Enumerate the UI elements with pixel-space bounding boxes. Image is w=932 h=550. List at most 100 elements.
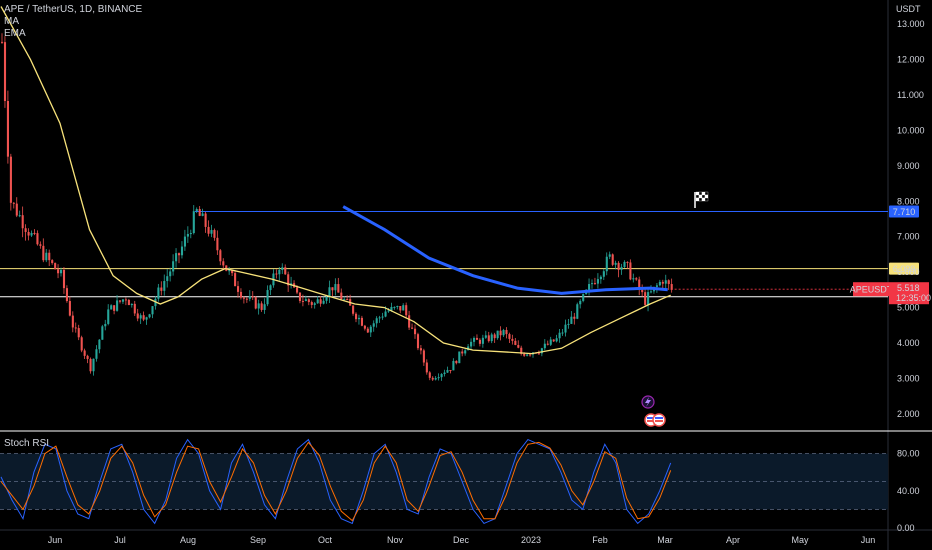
- candle-body: [142, 315, 145, 320]
- candle-body: [337, 284, 340, 293]
- candle-body: [458, 351, 461, 364]
- candle: [189, 229, 192, 239]
- candle-body: [124, 299, 127, 301]
- candle-body: [57, 269, 60, 274]
- candle-body: [101, 326, 104, 340]
- candle: [461, 348, 464, 357]
- candle: [210, 224, 213, 238]
- candle: [484, 330, 487, 339]
- candle: [130, 303, 133, 308]
- lightning-icon: [645, 397, 651, 407]
- candle-body: [33, 232, 36, 234]
- candle: [30, 230, 33, 238]
- candle-body: [172, 261, 175, 272]
- stoch-rsi-title[interactable]: Stoch RSI: [4, 438, 50, 449]
- axis-unit: USDT: [896, 4, 921, 14]
- level-tag-label: 7.710: [893, 207, 916, 217]
- price-axis[interactable]: USDT13.00012.00011.00010.0009.0008.0007.…: [896, 4, 925, 533]
- candle: [352, 304, 355, 316]
- candle-body: [298, 292, 302, 301]
- candle: [278, 267, 281, 281]
- candle-body: [366, 328, 369, 333]
- candle: [664, 274, 667, 289]
- candle-body: [558, 332, 561, 339]
- candle: [9, 153, 12, 211]
- candle-body: [204, 213, 207, 227]
- candle-body: [357, 317, 361, 320]
- candle-body: [352, 305, 355, 314]
- candle: [83, 348, 86, 359]
- candle: [157, 283, 160, 302]
- candle-body: [355, 313, 358, 320]
- level-tag: [889, 262, 919, 275]
- candle: [107, 304, 110, 326]
- candle: [121, 299, 125, 305]
- symbol-tag: [853, 282, 889, 297]
- symbol-title[interactable]: APE / TetherUS, 1D, BINANCE: [4, 4, 143, 15]
- candle: [145, 316, 148, 325]
- candle: [237, 281, 240, 298]
- candle: [313, 301, 316, 309]
- candle: [632, 273, 635, 283]
- candle-body: [198, 209, 201, 216]
- candle-body: [219, 250, 222, 262]
- candle: [396, 305, 399, 310]
- candle: [360, 315, 363, 327]
- candle-body: [617, 262, 620, 270]
- symbol-legend: APE / TetherUS, 1D, BINANCE MA EMA: [4, 4, 142, 40]
- candle: [304, 295, 307, 302]
- time-tick-label: Aug: [180, 535, 196, 545]
- candle: [440, 373, 443, 381]
- candle-body: [478, 339, 481, 344]
- candle-body: [216, 237, 219, 251]
- candle-body: [611, 254, 614, 265]
- candle-body: [372, 323, 375, 327]
- candle: [207, 220, 210, 237]
- candle-body: [638, 279, 641, 290]
- candle-body: [65, 288, 68, 302]
- candle-body: [39, 244, 42, 246]
- candle-body: [110, 305, 113, 310]
- candle: [458, 351, 461, 364]
- candle: [213, 228, 216, 241]
- time-axis[interactable]: Jun Jul Aug Sep Oct Nov Dec 2023 Feb Mar Apr May Jun: [48, 535, 876, 545]
- candle-body: [422, 350, 425, 363]
- time-tick-label: Oct: [318, 535, 333, 545]
- checkered-flag-icon: [695, 191, 700, 196]
- candle-body: [316, 299, 319, 304]
- candle: [60, 267, 63, 277]
- candle: [119, 300, 122, 304]
- candle: [325, 294, 328, 304]
- candle: [399, 306, 402, 314]
- time-tick-label: Jun: [48, 535, 63, 545]
- candle-body: [529, 354, 532, 356]
- candle-body: [133, 303, 136, 314]
- candle: [443, 369, 446, 377]
- candle-body: [399, 306, 402, 311]
- candle: [493, 332, 496, 343]
- candle-body: [104, 323, 107, 327]
- price-tick-label: 2.000: [897, 409, 920, 419]
- candle: [281, 263, 284, 274]
- candle-body: [387, 310, 390, 312]
- ma-legend[interactable]: MA: [4, 16, 19, 27]
- candle: [419, 345, 422, 355]
- ema-legend[interactable]: EMA: [4, 28, 26, 39]
- candle: [98, 339, 101, 354]
- candle: [405, 302, 408, 319]
- candle-body: [346, 299, 349, 301]
- candle: [3, 36, 7, 108]
- candle: [74, 322, 77, 333]
- checkered-flag-icon: [701, 194, 706, 199]
- candle-body: [605, 256, 608, 272]
- candle-body: [623, 261, 626, 267]
- candle: [80, 335, 83, 353]
- candle-body: [632, 278, 635, 280]
- candle: [579, 299, 582, 309]
- candle: [416, 332, 420, 351]
- candle-body: [464, 350, 467, 354]
- time-tick-label: Sep: [250, 535, 266, 545]
- candle-body: [160, 287, 163, 291]
- candle-body: [405, 305, 408, 316]
